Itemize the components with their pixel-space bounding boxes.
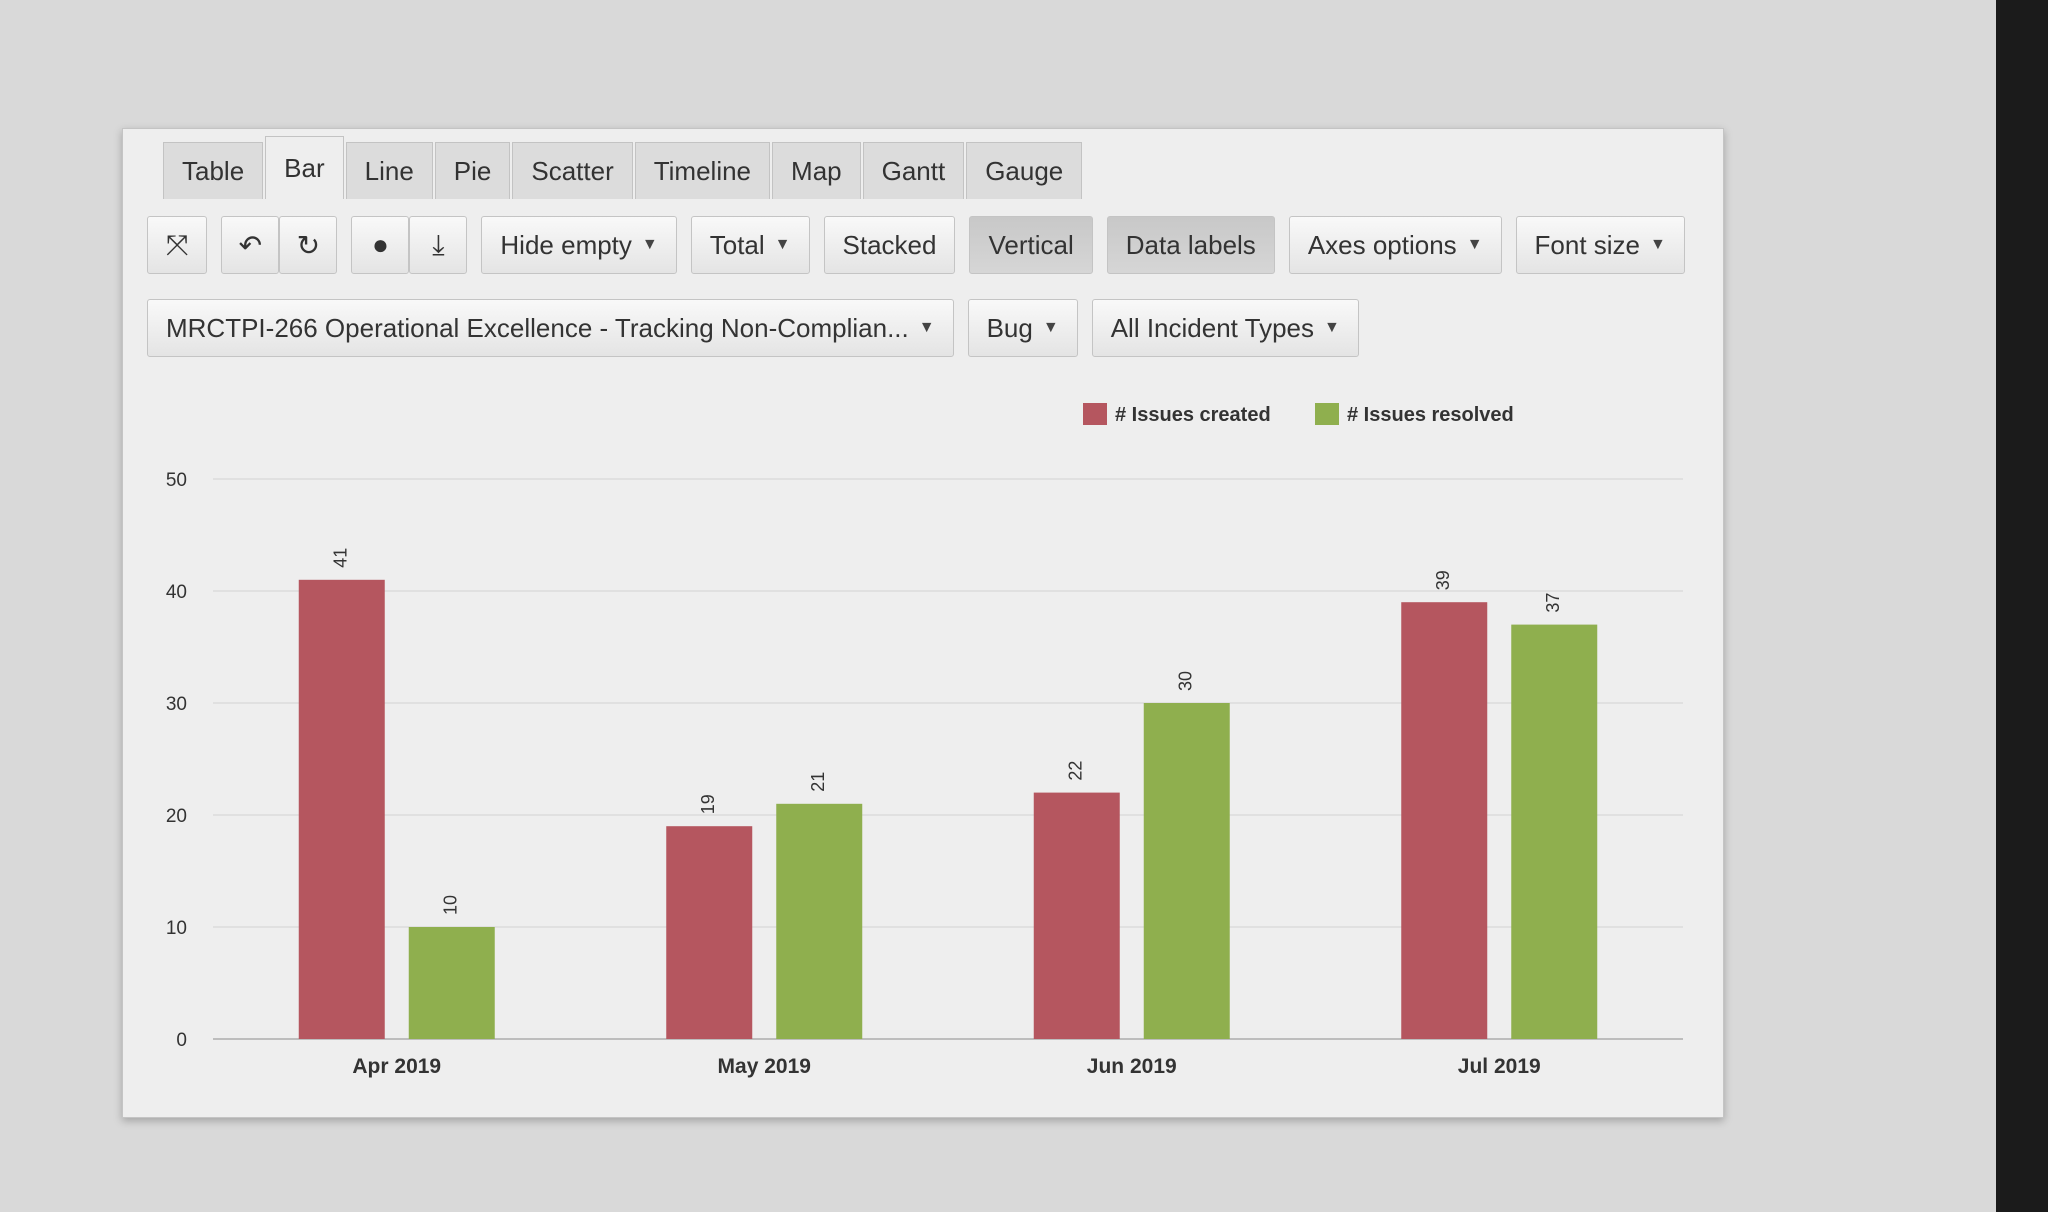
bar-issues-resolved — [1143, 703, 1230, 1039]
legend-swatch-created — [1083, 403, 1107, 425]
caret-down-icon: ▼ — [1650, 236, 1666, 253]
caret-down-icon: ▼ — [641, 236, 658, 253]
undo-button[interactable]: ↶ — [221, 216, 280, 274]
chart-type-tabs: Table Bar Line Pie Scatter Timeline Map … — [163, 135, 1084, 199]
tab-timeline[interactable]: Timeline — [634, 142, 771, 199]
font-size-dropdown[interactable]: Font size ▼ — [1515, 216, 1685, 274]
bar-issues-resolved — [776, 803, 863, 1039]
x-tick-label: Jul 2019 — [1458, 1055, 1541, 1078]
data-label: 22 — [1066, 761, 1086, 781]
issue-type-label: Bug — [986, 312, 1033, 343]
data-label: 41 — [331, 548, 351, 568]
share-group: ● ⤓ — [351, 216, 468, 274]
redo-button[interactable]: ↻ — [279, 216, 338, 274]
bar-chart: 0 10 20 30 40 50 41 10 Apr 2019 19 21 May 2019 22 30 J… — [166, 403, 1683, 1078]
caret-down-icon: ▼ — [1466, 236, 1483, 253]
tab-bar[interactable]: Bar — [265, 136, 344, 199]
incident-types-label: All Incident Types — [1110, 312, 1315, 343]
data-label: 39 — [1433, 570, 1453, 590]
data-labels-toggle[interactable]: Data labels — [1106, 216, 1275, 274]
font-size-label: Font size — [1534, 229, 1641, 260]
bar-issues-created — [1401, 602, 1488, 1039]
caret-down-icon: ▼ — [1324, 319, 1340, 336]
project-filter-label: MRCTPI-266 Operational Excellence - Trac… — [166, 312, 909, 343]
chart-area: 0 10 20 30 40 50 41 10 Apr 2019 19 21 May 2019 22 30 J… — [123, 369, 1723, 1104]
y-tick-label: 30 — [166, 694, 187, 715]
axes-options-dropdown[interactable]: Axes options ▼ — [1288, 216, 1502, 274]
redo-icon: ↻ — [296, 229, 321, 261]
download-button[interactable]: ⤓ — [409, 216, 468, 274]
download-icon: ⤓ — [432, 228, 445, 260]
issue-type-dropdown[interactable]: Bug ▼ — [967, 299, 1078, 357]
tab-map[interactable]: Map — [772, 142, 861, 199]
bar-issues-created — [666, 826, 753, 1039]
tab-table[interactable]: Table — [163, 142, 264, 199]
data-label: 10 — [441, 895, 461, 915]
undo-icon: ↶ — [238, 229, 263, 261]
y-tick-label: 0 — [176, 1030, 187, 1051]
data-label: 21 — [808, 772, 828, 792]
data-label: 30 — [1176, 671, 1196, 691]
comment-icon: ● — [371, 229, 389, 260]
y-tick-label: 10 — [166, 918, 187, 939]
y-tick-label: 20 — [166, 806, 187, 827]
tab-pie[interactable]: Pie — [434, 142, 511, 199]
legend-label-created: # Issues created — [1115, 404, 1271, 426]
y-tick-label: 50 — [166, 470, 187, 491]
tab-scatter[interactable]: Scatter — [512, 142, 633, 199]
bar-issues-created — [298, 579, 385, 1039]
vertical-toggle[interactable]: Vertical — [969, 216, 1093, 274]
stacked-toggle[interactable]: Stacked — [823, 216, 956, 274]
project-filter-dropdown[interactable]: MRCTPI-266 Operational Excellence - Trac… — [147, 299, 954, 357]
bar-issues-resolved — [1511, 624, 1598, 1039]
report-panel: Table Bar Line Pie Scatter Timeline Map … — [122, 128, 1724, 1118]
comment-button[interactable]: ● — [351, 216, 410, 274]
caret-down-icon: ▼ — [918, 319, 935, 336]
x-tick-label: May 2019 — [718, 1055, 811, 1078]
bar-issues-resolved — [408, 927, 495, 1039]
history-group: ↶ ↻ — [221, 216, 338, 274]
total-dropdown[interactable]: Total ▼ — [690, 216, 810, 274]
tab-gauge[interactable]: Gauge — [966, 142, 1083, 199]
fullscreen-button[interactable]: ⤧ — [147, 216, 208, 274]
total-label: Total — [709, 229, 765, 260]
monitor-bezel — [1996, 0, 2048, 1212]
x-tick-label: Apr 2019 — [352, 1055, 441, 1078]
incident-types-dropdown[interactable]: All Incident Types ▼ — [1091, 299, 1359, 357]
data-label: 37 — [1543, 593, 1563, 613]
axes-options-label: Axes options — [1307, 229, 1457, 260]
filter-bar: MRCTPI-266 Operational Excellence - Trac… — [147, 297, 1373, 359]
tab-gantt[interactable]: Gantt — [862, 142, 965, 199]
bar-issues-created — [1033, 792, 1120, 1039]
y-tick-label: 40 — [166, 582, 187, 603]
caret-down-icon: ▼ — [1042, 319, 1059, 336]
hide-empty-dropdown[interactable]: Hide empty ▼ — [481, 216, 677, 274]
x-tick-label: Jun 2019 — [1087, 1055, 1177, 1078]
caret-down-icon: ▼ — [774, 236, 791, 253]
tab-line[interactable]: Line — [345, 142, 433, 199]
chart-toolbar: ⤧ ↶ ↻ ● ⤓ Hide empty ▼ Total ▼ Stacked — [147, 209, 1699, 281]
hide-empty-label: Hide empty — [500, 229, 632, 260]
fullscreen-icon: ⤧ — [166, 228, 189, 260]
data-label: 19 — [698, 794, 718, 814]
legend-label-resolved: # Issues resolved — [1347, 404, 1514, 426]
legend-swatch-resolved — [1315, 403, 1339, 425]
